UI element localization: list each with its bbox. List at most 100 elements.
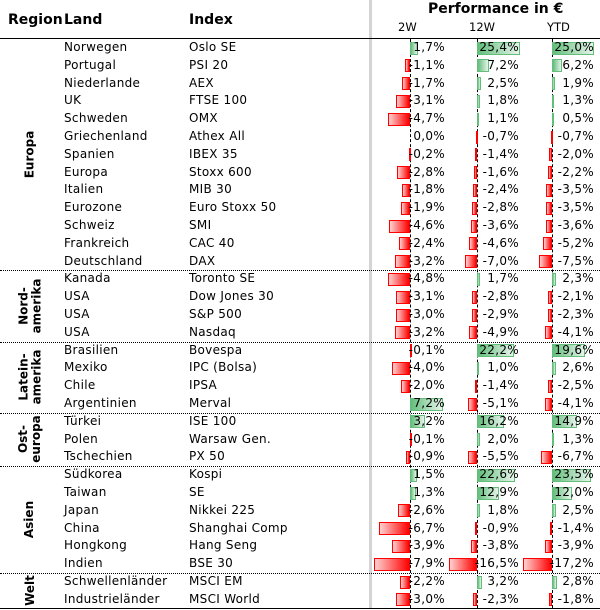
value-2w: 0,0%	[413, 129, 445, 143]
index-name: S&P 500	[189, 307, 243, 321]
value-2w: 1,7%	[413, 40, 445, 54]
bar-12w	[472, 201, 477, 215]
bar-ytd	[548, 148, 552, 162]
bar-12w	[477, 94, 481, 108]
country-name: China	[64, 520, 100, 535]
value-2w: -3,2%	[408, 253, 445, 268]
bar-ytd	[552, 94, 555, 108]
bar-12w	[474, 379, 477, 393]
bar-12w	[477, 77, 482, 91]
value-2w: -6,7%	[408, 520, 445, 535]
value-2w: -4,6%	[408, 218, 445, 232]
value-12w: 2,0%	[487, 431, 519, 446]
value-2w: -0,1%	[408, 342, 445, 357]
header-index: Index	[189, 12, 233, 28]
value-12w: -0,7%	[482, 129, 519, 143]
value-ytd: -2,0%	[557, 146, 594, 161]
header-performance: Performance in €	[428, 1, 564, 17]
region-label: Nord- amerika	[0, 270, 60, 341]
bar-12w	[469, 237, 477, 251]
value-ytd: -3,9%	[557, 538, 594, 553]
country-name: Hongkong	[64, 538, 128, 553]
value-2w: -3,2%	[408, 324, 445, 339]
index-name: Hang Seng	[189, 538, 258, 553]
value-ytd: 1,9%	[562, 75, 594, 90]
value-12w: -1,4%	[482, 146, 519, 161]
value-ytd: 1,3%	[562, 93, 594, 108]
value-12w: 22,6%	[479, 467, 519, 482]
value-ytd: 12,0%	[554, 485, 594, 499]
value-ytd: 1,3%	[562, 431, 594, 446]
value-12w: 22,2%	[479, 342, 519, 357]
value-ytd: 2,6%	[562, 360, 594, 375]
bar-ytd	[552, 41, 594, 55]
value-2w: -2,4%	[408, 235, 445, 250]
bar-ytd	[548, 166, 552, 180]
bar-12w	[477, 575, 483, 589]
bar-2w	[379, 522, 410, 536]
value-12w: 12,9%	[479, 485, 519, 499]
value-12w: -2,8%	[482, 289, 519, 304]
bar-12w	[468, 397, 477, 411]
value-12w: 1,8%	[487, 93, 519, 108]
value-2w: 1,3%	[413, 485, 445, 499]
bar-2w	[388, 112, 410, 126]
value-12w: -2,9%	[482, 307, 519, 321]
index-name: IPC (Bolsa)	[189, 360, 258, 375]
value-ytd: -2,5%	[557, 378, 594, 393]
bar-12w	[472, 290, 477, 304]
bar-ytd	[523, 557, 552, 571]
value-ytd: 2,8%	[562, 574, 594, 588]
value-2w: -4,0%	[408, 360, 445, 375]
bar-12w	[477, 344, 515, 358]
index-name: MIB 30	[189, 182, 233, 197]
value-2w: -4,8%	[408, 271, 445, 286]
region-name: Ost- europa	[16, 415, 43, 464]
country-name: Argentinien	[64, 396, 137, 410]
value-12w: -4,6%	[482, 235, 519, 250]
value-12w: -2,8%	[482, 200, 519, 215]
country-name: Kanada	[64, 271, 111, 286]
value-2w: -2,2%	[408, 574, 445, 588]
value-2w: -2,0%	[408, 378, 445, 393]
value-ytd: -2,3%	[557, 307, 594, 321]
value-12w: 2,5%	[487, 75, 519, 90]
bar-ytd	[552, 112, 554, 126]
value-12w: 1,1%	[487, 111, 519, 126]
header-rule	[0, 38, 600, 39]
bar-2w	[405, 450, 410, 464]
index-name: IBEX 35	[189, 146, 238, 161]
index-name: Nikkei 225	[189, 502, 256, 517]
bar-2w	[399, 575, 410, 589]
bar-ytd	[552, 344, 585, 358]
index-name: SE	[189, 485, 205, 499]
index-name: FTSE 100	[189, 93, 248, 108]
value-2w: -1,1%	[408, 57, 445, 72]
bar-12w	[473, 593, 477, 607]
region-label: Europa	[0, 39, 60, 270]
value-ytd: -2,1%	[557, 289, 594, 304]
bar-2w	[395, 290, 410, 304]
index-name: Euro Stoxx 50	[189, 200, 277, 215]
country-name: Portugal	[64, 57, 117, 72]
value-ytd: -0,7%	[557, 129, 594, 143]
value-2w: -1,7%	[408, 75, 445, 90]
value-ytd: 19,6%	[554, 342, 594, 357]
bar-ytd	[545, 326, 552, 340]
index-name: Athex All	[189, 129, 245, 143]
region-divider	[0, 412, 600, 414]
country-name: Mexiko	[64, 360, 108, 375]
bar-2w	[396, 593, 410, 607]
bar-ytd	[549, 522, 552, 536]
bar-ytd	[552, 433, 555, 447]
index-name: Stoxx 600	[189, 164, 252, 179]
value-12w: -2,4%	[482, 182, 519, 197]
bar-ytd	[548, 308, 552, 322]
axis-12w	[477, 39, 478, 608]
index-name: Warsaw Gen.	[189, 431, 272, 446]
country-name: UK	[64, 93, 82, 108]
index-name: PSI 20	[189, 57, 229, 72]
bar-ytd	[543, 237, 552, 251]
value-ytd: 6,2%	[562, 57, 594, 72]
value-12w: 16,2%	[479, 413, 519, 428]
